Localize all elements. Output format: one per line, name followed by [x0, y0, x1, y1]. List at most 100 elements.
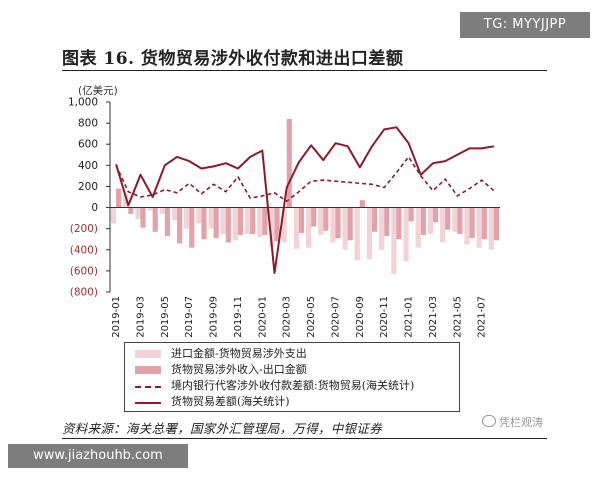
- source-divider: [62, 438, 547, 439]
- x-tick-label: 2021-07: [477, 296, 488, 338]
- legend-swatch-bank-balance: [135, 386, 161, 388]
- chart-title: 图表 16. 货物贸易涉外收付款和进出口差额: [62, 49, 404, 69]
- bar-export: [298, 207, 305, 233]
- bar-import: [159, 207, 165, 214]
- bar-export: [286, 118, 292, 208]
- y-tick-label: (200): [70, 223, 98, 235]
- legend-label-export: 货物贸易涉外收入-出口金额: [171, 363, 307, 376]
- bar-export: [274, 207, 280, 242]
- line-bank-balance: [115, 156, 495, 202]
- bar-export: [177, 207, 183, 244]
- bar-export: [359, 200, 365, 208]
- y-axis-unit: (亿美元): [78, 84, 118, 97]
- bar-import: [464, 207, 470, 245]
- y-tick-label: (400): [70, 244, 98, 256]
- bar-export: [250, 207, 256, 234]
- bar-import: [220, 207, 226, 234]
- bar-export: [164, 207, 170, 237]
- bar-export: [152, 207, 158, 232]
- legend: 进口金额-货物贸易涉外支出 货物贸易涉外收入-出口金额 境内银行代客涉外收付款差…: [124, 342, 460, 412]
- bar-export: [213, 207, 219, 239]
- x-tick-label: 2020-07: [330, 296, 341, 338]
- x-tick-label: 2019-07: [184, 296, 195, 338]
- x-tick-label: 2021-01: [404, 296, 415, 338]
- bar-import: [293, 207, 299, 249]
- legend-label-bank-balance: 境内银行代客涉外收付款差额:货物贸易(海关统计): [171, 379, 415, 392]
- url-watermark: www.jiazhouhb.com: [8, 444, 188, 468]
- bar-export: [384, 207, 390, 237]
- legend-item-bank-balance: 境内银行代客涉外收付款差额:货物贸易(海关统计): [135, 378, 455, 394]
- bar-import: [232, 207, 238, 241]
- legend-item-export: 货物贸易涉外收入-出口金额: [135, 362, 455, 378]
- bar-import: [342, 207, 348, 250]
- bar-import: [403, 207, 409, 262]
- x-tick-label: 2019-01: [111, 296, 122, 338]
- bar-export: [323, 207, 329, 231]
- x-tick-label: 2020-11: [379, 296, 390, 338]
- x-tick-label: 2019-11: [233, 296, 244, 338]
- bar-import: [305, 207, 312, 248]
- bar-import: [476, 207, 482, 248]
- bar-import: [123, 193, 129, 208]
- bar-export: [128, 207, 134, 214]
- legend-label-import: 进口金额-货物贸易涉外支出: [171, 347, 307, 360]
- source-note: 资料来源：海关总署，国家外汇管理局，万得，中银证券: [62, 421, 383, 436]
- bar-export: [262, 207, 268, 235]
- bar-import: [415, 207, 421, 248]
- bar-export: [481, 207, 487, 240]
- bar-export: [347, 207, 353, 241]
- bar-import: [196, 207, 202, 224]
- bar-export: [116, 188, 122, 208]
- y-tick-label: (800): [70, 287, 98, 299]
- x-tick-label: 2019-05: [160, 296, 171, 338]
- y-tick-label: 800: [78, 118, 98, 130]
- bar-import: [184, 207, 190, 229]
- bar-import: [208, 207, 214, 229]
- bar-import: [171, 207, 178, 221]
- bar-import: [354, 207, 360, 261]
- bar-import: [269, 207, 275, 247]
- bar-export: [469, 207, 475, 239]
- bar-export: [311, 207, 317, 227]
- bar-import: [488, 207, 494, 250]
- bar-import: [318, 207, 324, 235]
- bar-import: [257, 207, 263, 238]
- x-tick-label: 2019-03: [135, 296, 146, 338]
- bar-export: [420, 207, 426, 235]
- wechat-icon: [482, 415, 496, 427]
- x-tick-label: 2019-09: [209, 296, 220, 338]
- bar-import: [366, 207, 373, 260]
- bar-export: [189, 207, 195, 248]
- bar-export: [335, 207, 341, 239]
- bar-export: [396, 207, 402, 240]
- bar-export: [201, 207, 207, 240]
- watermark: 凭栏观涛: [482, 414, 543, 430]
- y-tick-label: (600): [70, 265, 98, 277]
- bar-export: [457, 207, 463, 234]
- bar-import: [452, 207, 458, 232]
- bar-import: [281, 207, 287, 243]
- bar-export: [140, 207, 146, 228]
- title-divider: [62, 70, 547, 71]
- legend-item-trade-balance: 货物贸易差额(海关统计): [135, 394, 455, 410]
- y-tick-label: 600: [78, 139, 98, 151]
- line-trade-balance: [115, 126, 495, 274]
- bar-import: [135, 207, 141, 220]
- bar-import: [110, 207, 117, 224]
- bar-import: [330, 207, 336, 243]
- bar-export: [408, 207, 414, 222]
- x-tick-label: 2020-03: [282, 296, 293, 338]
- bar-export: [225, 207, 231, 243]
- legend-swatch-import: [135, 350, 161, 358]
- x-tick-label: 2020-09: [355, 296, 366, 338]
- y-tick-label: 1,000: [68, 97, 98, 109]
- x-tick-label: 2021-05: [452, 296, 463, 338]
- bar-import: [245, 207, 251, 234]
- bar-import: [147, 207, 153, 211]
- x-tick-label: 2021-03: [428, 296, 439, 338]
- bar-import: [427, 207, 433, 234]
- bar-import: [440, 207, 446, 243]
- legend-label-trade-balance: 货物贸易差额(海关统计): [171, 395, 290, 408]
